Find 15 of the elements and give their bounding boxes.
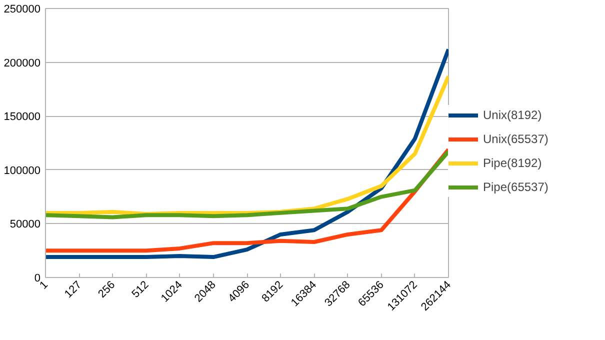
x-tick-label: 256 <box>96 278 118 300</box>
y-tick-label: 250000 <box>4 4 41 16</box>
x-tick-label: 127 <box>62 278 84 300</box>
legend-label: Unix(8192) <box>483 108 542 122</box>
legend-label: Unix(65537) <box>483 132 548 146</box>
y-tick-label: 200000 <box>4 57 41 70</box>
y-tick-label: 50000 <box>10 218 41 231</box>
legend-label: Pipe(8192) <box>483 156 542 170</box>
x-tick-label: 512 <box>130 278 152 300</box>
line-series <box>46 47 448 260</box>
y-tick-label: 150000 <box>4 111 41 124</box>
legend-label: Pipe(65537) <box>483 180 548 194</box>
y-tick-label: 0 <box>34 272 41 284</box>
line-series <box>46 150 448 220</box>
y-tick-label: 100000 <box>4 164 41 177</box>
